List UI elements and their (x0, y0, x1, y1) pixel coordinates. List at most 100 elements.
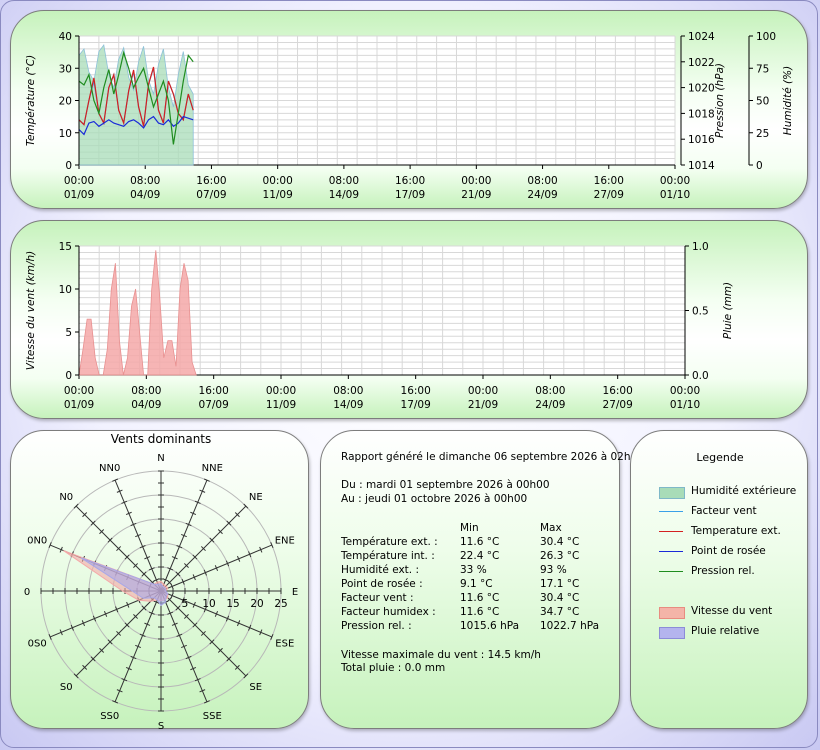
wind-rose-spoke-tick (181, 578, 185, 585)
wind-rose-spoke-tick (217, 647, 223, 653)
wind-rose-spoke-tick (148, 611, 155, 615)
x-tick-time: 08:00 (535, 385, 565, 397)
wind-rose-spoke-tick (116, 689, 123, 693)
x-tick-date: 14/09 (333, 399, 363, 411)
wind-rose-radial-label: 5 (182, 598, 189, 610)
x-tick-date: 27/09 (603, 399, 633, 411)
x-tick-time: 00:00 (660, 175, 690, 187)
y-axis-humidity-tick-label: 25 (756, 128, 769, 140)
wind-rose-spoke-tick (209, 639, 215, 645)
temperature-chart-panel: 00:00 01/09 08:00 04/09 16:00 07/09 00:00 11/09… (10, 10, 808, 209)
legend-swatch (659, 571, 683, 572)
wind-rose-spoke-tick (236, 555, 241, 562)
report-panel: Rapport généré le dimanche 06 septembre … (320, 430, 630, 729)
wind-rose-spoke-tick (225, 615, 230, 622)
wind-rose-spoke-tick (126, 601, 130, 608)
wind-rose-spoke-tick (175, 571, 181, 577)
legend-swatch (659, 487, 685, 499)
wind-rose-radial-label: 25 (274, 598, 287, 610)
x-tick-time: 00:00 (64, 175, 94, 187)
legend-label: Vitesse du vent (691, 605, 773, 617)
x-tick-time: 08:00 (329, 175, 359, 187)
wind-rose-radial-label: 20 (250, 598, 263, 610)
x-tick-time: 16:00 (603, 385, 633, 397)
wind-rose-spoke-tick (209, 537, 215, 543)
y-axis-pressure-label: Pression (hPa) (714, 63, 726, 138)
wind-rose-spoke-tick (183, 563, 189, 569)
wind-rose-series-pluie-relative (80, 557, 169, 607)
wind-rose-spoke-tick (214, 565, 219, 572)
x-tick-time: 16:00 (594, 175, 624, 187)
legend-swatch (659, 551, 683, 552)
wind-rose-direction-label: N (157, 453, 164, 464)
report-row-max: 1022.7 hPa (540, 620, 600, 632)
y-axis-pressure-tick-label: 1016 (688, 134, 715, 146)
x-tick-date: 17/09 (401, 399, 431, 411)
x-tick-date: 21/09 (461, 189, 491, 201)
wind-rose-spoke-tick (115, 606, 119, 613)
y-axis-wind-tick-label: 15 (59, 241, 72, 253)
wind-rose-spoke-tick (194, 678, 201, 682)
x-tick-date: 17/09 (395, 189, 425, 201)
y-axis-temperature-tick-label: 40 (59, 31, 72, 43)
wind-rose-spoke-tick (248, 624, 252, 631)
report-total-rain: Total pluie : 0.0 mm (341, 662, 446, 674)
wind-rose-spoke-tick (226, 520, 232, 526)
x-tick-time: 16:00 (199, 385, 229, 397)
wind-rose-spoke-tick (167, 611, 174, 615)
y-axis-temperature-label: Température (°C) (25, 55, 37, 146)
wind-rose-spoke-tick (236, 620, 241, 627)
report-row-min: 33 % (460, 564, 487, 576)
x-tick-time: 08:00 (333, 385, 363, 397)
wind-rose-spoke-tick (243, 503, 249, 509)
wind-rose-spoke-tick (73, 503, 79, 509)
wind-rose-title: Vents dominants (111, 432, 212, 446)
wind-rose-spoke-tick (190, 511, 197, 516)
wind-rose-spoke-tick (70, 624, 74, 631)
wind-rose-direction-label: E (292, 587, 298, 598)
y-axis-temperature-tick-label: 20 (59, 96, 72, 108)
legend-swatch (659, 627, 685, 639)
report-row-max: 34.7 °C (540, 606, 580, 618)
report-generated: Rapport généré le dimanche 06 septembre … (341, 451, 631, 463)
x-tick-time: 00:00 (670, 385, 700, 397)
wind-rose-spoke-tick (48, 633, 52, 640)
x-tick-time: 08:00 (131, 385, 161, 397)
wind-rose-spoke-tick (192, 554, 198, 560)
x-tick-date: 01/09 (64, 189, 94, 201)
wind-rose-direction-label: 0S0 (28, 638, 47, 649)
wind-rose-direction-label: N0 (59, 492, 73, 503)
wind-rose-spoke-tick (107, 639, 113, 645)
x-tick-time: 00:00 (263, 175, 293, 187)
report-wind-max: Vitesse maximale du vent : 14.5 km/h (341, 649, 541, 661)
wind-rose-spoke-tick (183, 613, 189, 619)
wind-rose-spoke-tick (82, 512, 88, 518)
wind-rose-spoke-tick (234, 664, 240, 670)
wind-rose-spoke-tick (180, 533, 187, 538)
wind-rose-spoke-tick (144, 622, 151, 626)
wind-rose-spoke-tick (82, 664, 88, 670)
wind-rose-direction-label: SS0 (100, 711, 119, 722)
legend-title: Legende (696, 451, 744, 464)
wind-rose-spoke-tick (200, 630, 206, 636)
x-tick-time: 08:00 (527, 175, 557, 187)
wind-rose-spoke-tick (121, 678, 128, 682)
report-row-label: Humidité ext. : (341, 564, 420, 576)
series-line-pression-rel- (78, 50, 194, 145)
x-tick-date: 27/09 (594, 189, 624, 201)
wind-rose-spoke-tick (226, 656, 232, 662)
wind-rose-spoke-tick (73, 673, 79, 679)
wind-rose-direction-label: ENE (275, 536, 295, 547)
y-axis-rain-tick-label: 0.0 (692, 370, 709, 382)
wind-rose-direction-label: NN0 (99, 463, 120, 474)
wind-rose-spoke-tick (112, 478, 119, 482)
wind-rose-spoke-tick (194, 500, 201, 504)
report-row-label: Facteur vent : (341, 592, 414, 604)
legend-swatch (659, 531, 683, 532)
x-tick-date: 24/09 (527, 189, 557, 201)
report-row-label: Pression rel. : (341, 620, 412, 632)
wind-rose-direction-label: SSE (203, 711, 222, 722)
wind-rose-panel: Vents dominants N NNE NE ENE E ESE SE SSE S SS0 S0 0… (10, 430, 309, 730)
x-tick-date: 04/09 (131, 399, 161, 411)
legend-swatch (659, 607, 685, 619)
